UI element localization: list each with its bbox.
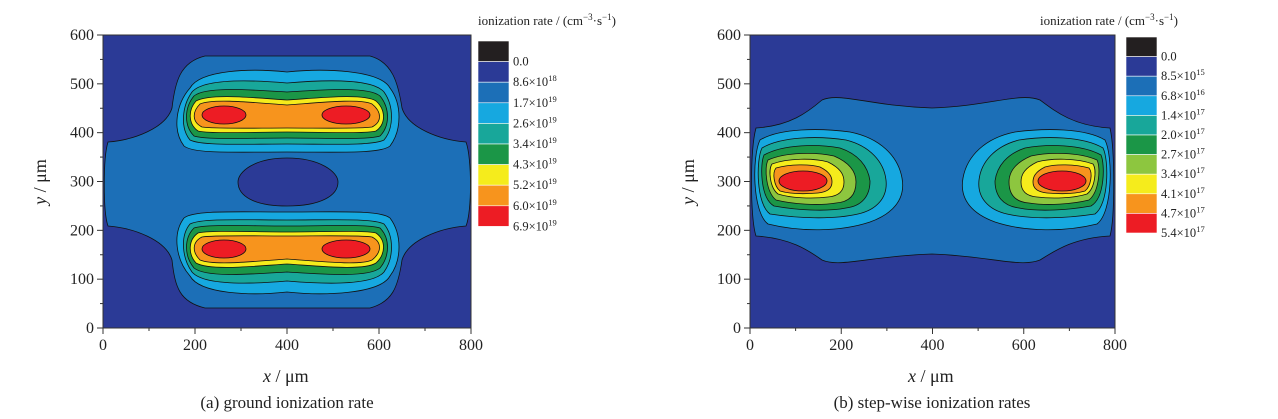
colorbar-swatch: [1125, 193, 1158, 214]
colorbar-label: 6.0×1019: [513, 197, 557, 213]
x-tick-label: 200: [183, 337, 207, 354]
y-axis-label-a: y / μm: [30, 159, 50, 207]
y-tick-label: 100: [717, 271, 741, 288]
x-tick-label: 400: [921, 337, 945, 354]
colorbar-swatch: [1125, 36, 1158, 57]
y-tick-label: 600: [70, 27, 94, 44]
colorbar-label: 1.4×1017: [1161, 106, 1205, 122]
colorbar-title-a: ionization rate / (cm−3·s−1): [478, 12, 616, 28]
colorbar-title-b: ionization rate / (cm−3·s−1): [1040, 12, 1178, 28]
y-tick-label: 200: [717, 222, 741, 239]
upper-peak-region: [176, 69, 400, 153]
colorbar-label: 3.4×1019: [513, 135, 557, 151]
colorbar-label: 0.0: [513, 55, 529, 69]
y-tick-label: 400: [717, 125, 741, 142]
y-tick-label: 0: [733, 320, 741, 337]
colorbar-swatch: [477, 164, 510, 186]
colorbar-swatch: [1125, 213, 1158, 234]
contour-level-8-upper-left: [201, 105, 247, 125]
colorbar-label: 5.2×1019: [513, 176, 557, 192]
x-tick-label: 800: [459, 337, 483, 354]
colorbar-swatch: [477, 81, 510, 104]
colorbar-swatch: [1125, 173, 1158, 195]
x-tick-label: 200: [829, 337, 853, 354]
y-axis-label-b: y / μm: [678, 159, 698, 207]
colorbar-label: 4.3×1019: [513, 156, 557, 172]
contour-plot-a: [102, 34, 472, 329]
contour-level-8-upper-right: [321, 105, 371, 125]
colorbar-label: 3.4×1017: [1161, 165, 1205, 181]
x-tick-label: 800: [1103, 337, 1127, 354]
colorbar-label: 6.9×1019: [513, 217, 557, 233]
colorbar-label: 6.8×1016: [1161, 87, 1205, 103]
colorbar-swatch: [477, 143, 510, 165]
colorbar-swatch: [477, 61, 510, 83]
colorbar-b: 0.0 8.5×1015 6.8×1016 1.4×1017 2.0×1017 2.7×1…: [1125, 36, 1205, 240]
caption-b: (b) step-wise ionization rates: [834, 393, 1031, 412]
colorbar-label: 1.7×1019: [513, 94, 557, 110]
x-axis-label-b: x / μm: [907, 366, 954, 386]
right-lobe-b: [961, 129, 1111, 231]
colorbar-label: 0.0: [1161, 50, 1177, 64]
y-tick-label: 200: [70, 222, 94, 239]
y-tick-label: 500: [717, 76, 741, 93]
x-tick-label: 400: [275, 337, 299, 354]
x-axis-label-a: x / μm: [262, 366, 309, 386]
colorbar-label: 8.5×1015: [1161, 67, 1205, 83]
colorbar-swatch: [477, 184, 510, 207]
colorbar-swatch: [1125, 154, 1158, 175]
colorbar-swatch: [1125, 56, 1158, 77]
colorbar-swatch: [1125, 95, 1158, 116]
colorbar-swatch: [477, 123, 510, 145]
caption-a: (a) ground ionization rate: [200, 393, 373, 412]
x-tick-label: 0: [746, 337, 754, 354]
y-tick-label: 300: [717, 174, 741, 191]
colorbar-swatch: [1125, 115, 1158, 136]
contour-plot-b: [749, 34, 1116, 329]
colorbar-a: 0.0 8.6×1018 1.7×1019 2.6×1019 3.4×1019 4.3×1…: [477, 40, 557, 233]
colorbar-label: 4.1×1017: [1161, 185, 1205, 201]
axes-b: 0 200 400 600 800 0 100 200 300 400 500 600: [717, 27, 1127, 354]
colorbar-swatch: [1125, 134, 1158, 155]
y-tick-label: 500: [70, 76, 94, 93]
x-tick-label: 0: [99, 337, 107, 354]
colorbar-label: 4.7×1017: [1161, 204, 1205, 220]
x-tick-label: 600: [1012, 337, 1036, 354]
colorbar-swatch: [477, 40, 510, 62]
y-tick-label: 0: [86, 320, 94, 337]
x-tick-label: 600: [367, 337, 391, 354]
lower-peak-region: [176, 211, 400, 295]
colorbar-label: 2.0×1017: [1161, 126, 1205, 142]
colorbar-label: 5.4×1017: [1161, 224, 1205, 240]
y-tick-label: 400: [70, 125, 94, 142]
contour-level-9-b-left: [778, 170, 828, 192]
colorbar-label: 2.6×1019: [513, 114, 557, 130]
y-tick-label: 600: [717, 27, 741, 44]
colorbar-label: 2.7×1017: [1161, 146, 1205, 162]
colorbar-swatch: [477, 102, 510, 124]
colorbar-swatch: [477, 205, 510, 227]
y-tick-label: 100: [70, 271, 94, 288]
colorbar-swatch: [1125, 75, 1158, 97]
y-tick-label: 300: [70, 174, 94, 191]
axes-a: 0 200 400 600 800 0 100 200 300 400 500 600: [70, 27, 483, 354]
colorbar-label: 8.6×1018: [513, 73, 557, 89]
